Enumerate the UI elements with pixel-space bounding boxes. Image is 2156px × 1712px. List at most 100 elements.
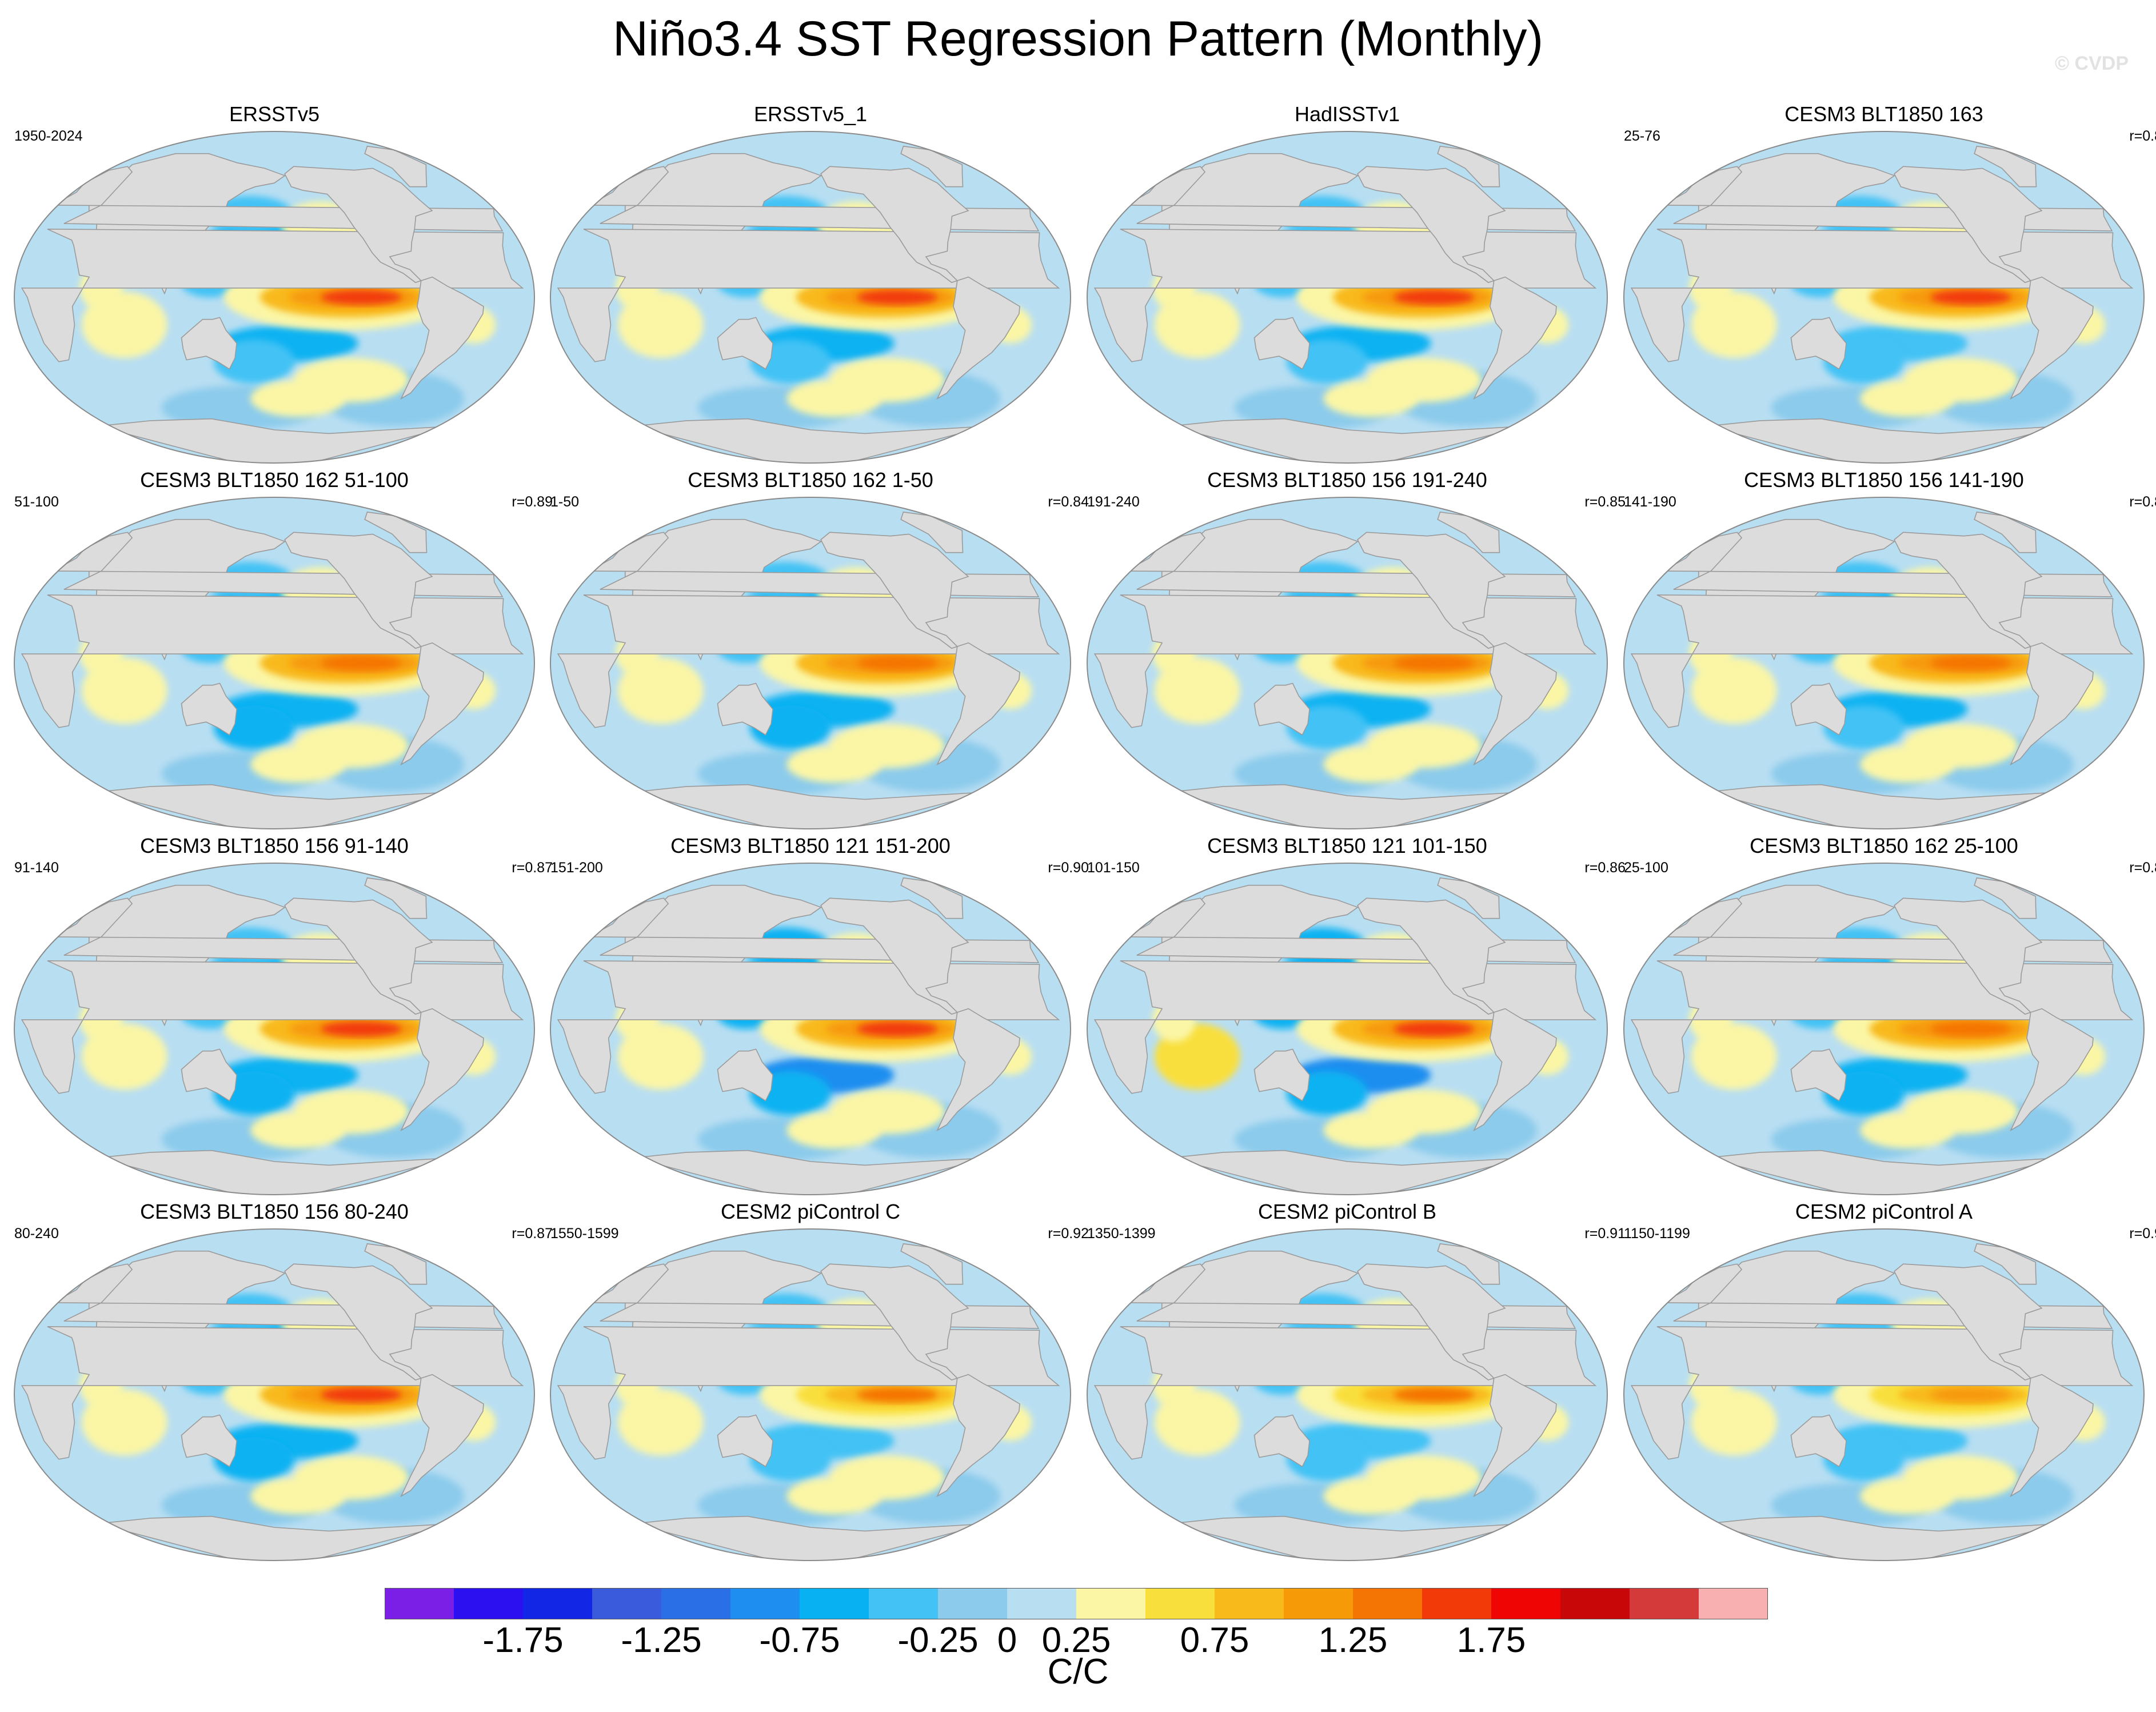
land-namerica <box>1357 532 1506 649</box>
regression-map <box>550 131 1071 464</box>
map-panel: CESM3 BLT1850 156 141-190 141-190 r=0.8 <box>1618 468 2156 833</box>
panel-title: HadISSTv1 <box>1294 102 1400 126</box>
colorbar-swatch <box>1422 1588 1492 1619</box>
anomaly-region <box>856 656 938 671</box>
map-frame <box>14 863 535 1195</box>
land-africa <box>21 1326 524 1460</box>
panel-correlation: r=0.9 <box>2129 1226 2156 1242</box>
land-antarctica <box>633 784 988 829</box>
land-africa <box>557 229 1060 362</box>
anomaly-region <box>786 1478 882 1515</box>
land-australia <box>181 683 237 736</box>
regression-map <box>550 497 1071 829</box>
land-samerica <box>1473 276 1557 400</box>
land-australia <box>717 317 773 370</box>
land-australia <box>1253 317 1310 370</box>
panel-title: CESM2 piControl A <box>1795 1200 1973 1223</box>
map-panel: CESM3 BLT1850 156 191-240 191-240 r=0.85 <box>1081 468 1626 833</box>
map-frame <box>14 131 535 464</box>
land-antarctica <box>1707 784 2061 829</box>
panel-period: 1350-1399 <box>1087 1226 1156 1242</box>
panel-period: 1-50 <box>550 494 580 510</box>
panel-title: CESM3 BLT1850 121 151-200 <box>670 834 951 857</box>
colorbar-tick-label: 1.75 <box>1456 1621 1526 1660</box>
map-frame <box>1623 497 2145 829</box>
map-panel: CESM2 piControl A 1150-1199 r=0.9 <box>1618 1199 2156 1565</box>
land-antarctica <box>97 784 452 829</box>
colorbar-swatch <box>1215 1588 1284 1619</box>
anomaly-region <box>1323 1112 1419 1149</box>
map-panel: CESM3 BLT1850 121 101-150 101-150 r=0.86 <box>1081 833 1626 1199</box>
panel-period: 25-100 <box>1624 860 1668 876</box>
panel-title: CESM3 BLT1850 156 141-190 <box>1744 468 2024 492</box>
land-australia <box>717 1048 773 1102</box>
map-frame <box>1623 1228 2145 1561</box>
panel-title: CESM3 BLT1850 156 91-140 <box>140 834 409 857</box>
map-panel: CESM3 BLT1850 163 25-76 r=0.8 <box>1618 102 2156 468</box>
land-samerica <box>400 642 484 766</box>
land-australia <box>1253 1414 1310 1467</box>
anomaly-region <box>856 1387 938 1402</box>
colorbar-swatch <box>454 1588 524 1619</box>
colorbar-tick-label: 1.25 <box>1318 1621 1388 1660</box>
colorbar-tick-label: -1.25 <box>621 1621 702 1660</box>
colorbar-swatch <box>869 1588 939 1619</box>
map-frame <box>1087 1228 1608 1561</box>
anomaly-region <box>320 1387 402 1402</box>
colorbar-tick-label: 0.75 <box>1180 1621 1249 1660</box>
regression-map <box>1087 863 1608 1195</box>
map-frame <box>1087 497 1608 829</box>
colorbar-swatch <box>1145 1588 1215 1619</box>
anomaly-region <box>250 1478 346 1515</box>
land-namerica <box>1894 532 2043 649</box>
regression-map <box>1087 497 1608 829</box>
map-panel: CESM2 piControl C 1550-1599 r=0.92 <box>545 1199 1089 1565</box>
anomaly-region <box>320 656 402 671</box>
land-samerica <box>400 1374 484 1498</box>
map-frame <box>550 131 1071 464</box>
map-panel: CESM3 BLT1850 162 25-100 25-100 r=0.8 <box>1618 833 2156 1199</box>
panel-period: 1150-1199 <box>1624 1226 1690 1242</box>
panel-period: 80-240 <box>14 1226 59 1242</box>
land-antarctica <box>1170 1515 1524 1561</box>
land-africa <box>557 960 1060 1094</box>
panel-title: CESM3 BLT1850 162 51-100 <box>140 468 409 492</box>
land-antarctica <box>1707 1515 2061 1561</box>
regression-map <box>1087 1228 1608 1561</box>
land-namerica <box>820 532 969 649</box>
colorbar-swatch <box>800 1588 869 1619</box>
map-frame <box>1087 131 1608 464</box>
land-samerica <box>1473 1008 1557 1132</box>
land-samerica <box>400 276 484 400</box>
panel-title: CESM3 BLT1850 121 101-150 <box>1207 834 1487 857</box>
anomaly-region <box>786 1112 882 1149</box>
panel-correlation: r=0.92 <box>1048 1226 1089 1242</box>
land-australia <box>1790 683 1847 736</box>
land-antarctica <box>633 1515 988 1561</box>
land-samerica <box>936 1008 1020 1132</box>
land-samerica <box>2010 1374 2094 1498</box>
anomaly-region <box>1323 1478 1419 1515</box>
colorbar-swatch <box>730 1588 800 1619</box>
colorbar-swatch <box>523 1588 593 1619</box>
regression-map <box>14 1228 535 1561</box>
land-samerica <box>1473 642 1557 766</box>
regression-map <box>14 863 535 1195</box>
land-antarctica <box>1170 1150 1524 1195</box>
anomaly-region <box>1930 656 2011 671</box>
land-africa <box>1093 229 1597 362</box>
panel-period: 191-240 <box>1087 494 1140 510</box>
panel-period: 25-76 <box>1624 128 1660 144</box>
land-samerica <box>1473 1374 1557 1498</box>
colorbar-tick-label: -0.75 <box>759 1621 840 1660</box>
panel-title: CESM3 BLT1850 156 191-240 <box>1207 468 1487 492</box>
land-namerica <box>284 897 433 1015</box>
colorbar-swatch <box>938 1588 1008 1619</box>
panel-correlation: r=0.84 <box>1048 494 1089 510</box>
colorbar-swatch <box>1076 1588 1146 1619</box>
panel-title: ERSSTv5 <box>229 102 320 126</box>
panel-period: 141-190 <box>1624 494 1676 510</box>
land-namerica <box>820 897 969 1015</box>
land-africa <box>557 594 1060 728</box>
land-antarctica <box>633 418 988 463</box>
